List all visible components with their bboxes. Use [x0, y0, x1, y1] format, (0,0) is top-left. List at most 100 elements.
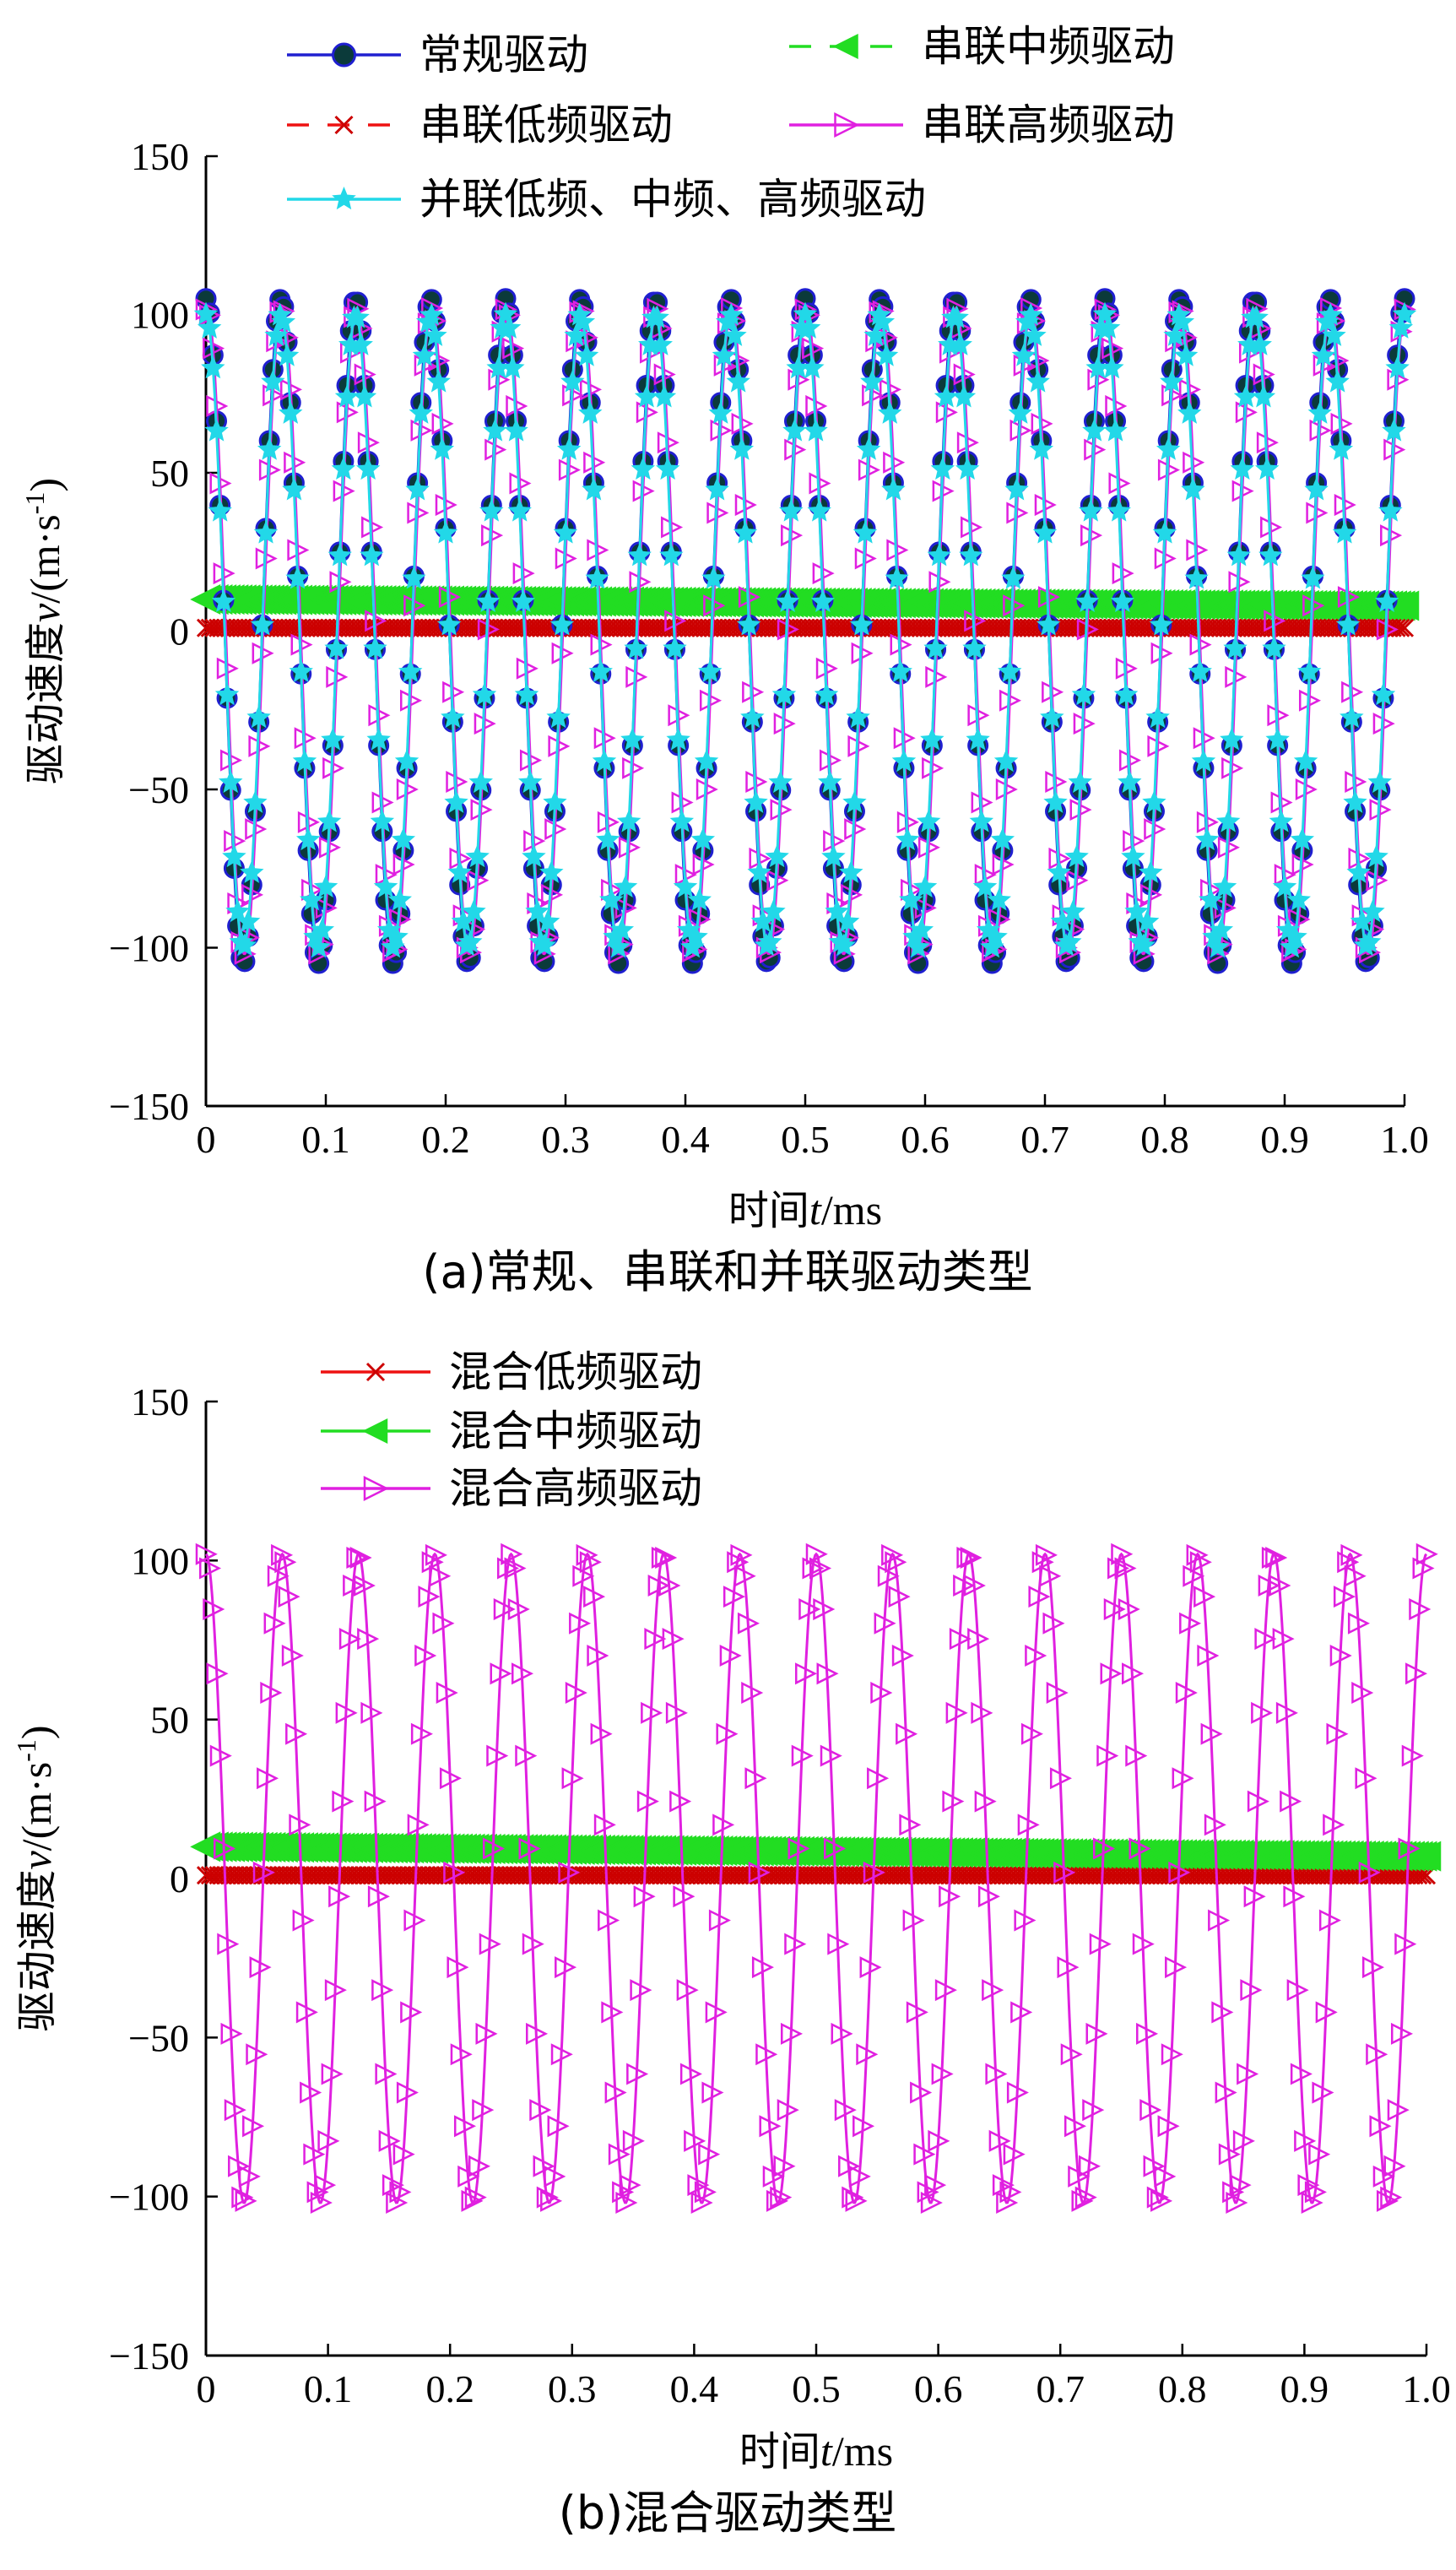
- marker-p0-s4: [659, 543, 684, 567]
- marker-p1-s2: [1025, 1644, 1047, 1667]
- marker-p0-s4: [373, 874, 398, 897]
- marker-p0-s4: [219, 769, 243, 794]
- panel-caption: (b)混合驱动类型: [559, 2486, 896, 2540]
- marker-p0-s4: [546, 705, 571, 729]
- marker-p1-s2: [604, 2081, 627, 2104]
- marker-p0-s4: [468, 769, 493, 794]
- marker-p1-s2: [209, 1744, 232, 1767]
- marker-p1-s2: [619, 2174, 641, 2197]
- marker-p0-s4: [419, 302, 444, 326]
- marker-p1-s2: [1398, 1837, 1421, 1860]
- marker-p0-s4: [1209, 917, 1234, 941]
- marker-p1-s2: [831, 2022, 853, 2045]
- marker-p1-s2: [1092, 1837, 1116, 1860]
- marker-p0-s4: [595, 827, 620, 851]
- marker-p1-s2: [1387, 2099, 1410, 2122]
- marker-p0-s4: [1340, 705, 1364, 729]
- marker-p1-s2: [292, 1909, 315, 1932]
- marker-p0-s4: [444, 789, 468, 813]
- marker-p1-s2: [848, 2165, 871, 2188]
- marker-p0-s4: [588, 659, 613, 682]
- marker-p0-s4: [349, 332, 373, 355]
- marker-p0-s4: [1082, 418, 1107, 442]
- marker-p0-s4: [1152, 520, 1177, 544]
- marker-p1-s2: [953, 1574, 976, 1597]
- marker-p1-s2: [468, 2155, 491, 2177]
- y-axis-label: 驱动速度v/(m·s-1): [19, 478, 69, 784]
- marker-p1-s2: [1372, 2165, 1395, 2188]
- marker-p1-s2: [1046, 1681, 1069, 1704]
- marker-p1-s2: [834, 2099, 857, 2122]
- marker-p0-s4: [496, 315, 522, 339]
- marker-p0-s4: [966, 727, 990, 751]
- marker-p1-s2: [1186, 1543, 1209, 1566]
- marker-p0-s4: [818, 769, 842, 794]
- marker-p1-s2: [967, 1628, 990, 1651]
- marker-p1-s2: [1318, 1909, 1341, 1932]
- legend-label: 混合低频驱动: [449, 1347, 702, 1396]
- marker-p0-s4: [1043, 789, 1068, 813]
- marker-p0-s4: [225, 899, 250, 923]
- marker-p0-s4: [1149, 612, 1174, 636]
- marker-p0-s4: [708, 400, 733, 424]
- marker-p1-s2: [641, 1701, 663, 1724]
- marker-p0-s4: [412, 343, 437, 366]
- marker-p1-s2: [1383, 2155, 1406, 2177]
- x-tick-label: 0.4: [661, 1118, 710, 1161]
- marker-p1-s2: [526, 2022, 549, 2045]
- marker-p0-s4: [433, 520, 458, 544]
- x-tick-label: 1.0: [1402, 2367, 1451, 2410]
- marker-p1-s2: [1078, 2155, 1101, 2177]
- marker-p0-s4: [1251, 384, 1276, 408]
- marker-p0-s4: [204, 418, 229, 442]
- marker-p0-s4: [1301, 566, 1325, 589]
- marker-p1-s2: [838, 2155, 861, 2177]
- marker-p1-s2: [518, 1837, 541, 1860]
- marker-p0-s4: [324, 636, 349, 659]
- marker-p0-s4: [405, 477, 430, 501]
- marker-p1-s2: [403, 1909, 426, 1932]
- marker-p1-s2: [945, 1701, 968, 1724]
- x-tick-label: 0.5: [781, 1118, 830, 1161]
- marker-p1-s2: [824, 1837, 847, 1860]
- legend-entry: 混合高频驱动: [321, 1464, 702, 1513]
- marker-p1-s2: [1057, 1956, 1080, 1979]
- marker-p1-s2: [278, 1586, 300, 1608]
- marker-p1-s2: [1215, 2081, 1237, 2104]
- marker-p0-s4: [522, 844, 546, 868]
- marker-p0-s4: [514, 682, 539, 706]
- marker-p1-s2: [902, 1909, 925, 1932]
- marker-p0-s4: [804, 418, 828, 442]
- marker-p0-s4: [839, 859, 863, 883]
- marker-p0-s4: [398, 659, 423, 682]
- marker-p0-s4: [1100, 355, 1124, 379]
- marker-p1-s2: [881, 1543, 904, 1566]
- marker-p0-s4: [475, 588, 501, 612]
- marker-p0-s4: [849, 612, 874, 636]
- x-tick-label: 0.9: [1280, 2367, 1329, 2410]
- marker-p0-s4: [493, 301, 518, 325]
- marker-p0-s4: [969, 809, 994, 832]
- marker-p1-s2: [805, 1543, 828, 1565]
- marker-p1-s2: [1355, 1767, 1378, 1790]
- marker-p0-s4: [821, 844, 846, 868]
- marker-p1-s2: [813, 1598, 836, 1621]
- marker-p0-s2: [334, 115, 354, 135]
- marker-p0-s4: [1040, 705, 1064, 729]
- marker-p0-s4: [1001, 566, 1026, 589]
- legend-entry: 混合低频驱动: [321, 1347, 702, 1396]
- series-0: [196, 1866, 1437, 1885]
- marker-p1-s2: [820, 1744, 842, 1767]
- marker-p0-s4: [616, 809, 641, 832]
- marker-p0-s4: [972, 874, 998, 897]
- marker-p1-s2: [569, 1612, 592, 1635]
- marker-p1-s2: [285, 1722, 308, 1745]
- marker-p0-s4: [948, 332, 972, 355]
- marker-p1-s2: [891, 1644, 914, 1667]
- marker-p1-s2: [1114, 1557, 1137, 1580]
- marker-p1-s2: [1312, 2081, 1334, 2104]
- y-tick-label: 150: [131, 135, 189, 178]
- marker-p0-s4: [1032, 520, 1058, 544]
- marker-p0-s4: [511, 588, 536, 612]
- marker-p0-s4: [235, 908, 261, 932]
